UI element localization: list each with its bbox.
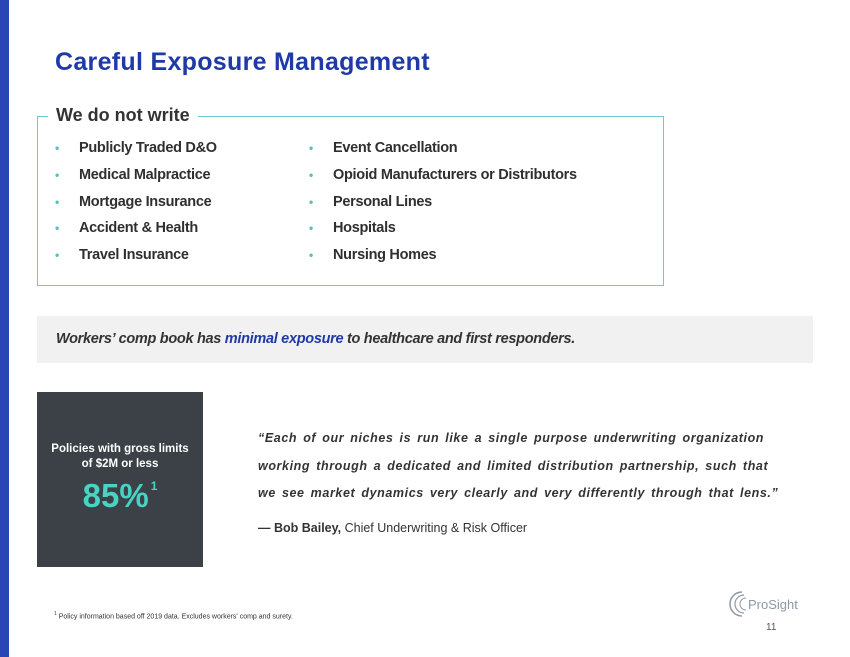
prosight-logo: ProSight [729, 591, 798, 617]
stat-value: 85% 1 [82, 477, 158, 514]
list-item: • Personal Lines [309, 191, 577, 218]
list-item: • Opioid Manufacturers or Distributors [309, 164, 577, 191]
workers-comp-banner: Workers’ comp book has minimal exposure … [37, 316, 813, 363]
stat-footnote-marker: 1 [150, 479, 158, 493]
bullet-icon: • [309, 248, 313, 263]
page-title: Careful Exposure Management [55, 48, 430, 76]
exclusions-left-list: • Publicly Traded D&O • Medical Malpractic… [55, 137, 217, 271]
bullet-icon: • [55, 141, 59, 155]
bullet-icon: • [55, 194, 59, 209]
list-item: • Event Cancellation [309, 137, 577, 164]
bullet-icon: • [309, 221, 313, 236]
list-item: • Publicly Traded D&O [55, 137, 217, 164]
banner-text: Workers’ comp book has minimal exposure … [56, 331, 576, 347]
banner-highlight: minimal exposure [224, 331, 344, 347]
bullet-icon: • [55, 167, 59, 182]
exclusions-box [37, 116, 664, 286]
exclusions-right-list: • Event Cancellation • Opioid Manufacturer… [309, 137, 577, 271]
list-item: • Nursing Homes [309, 244, 577, 271]
list-item: • Accident & Health [55, 217, 217, 244]
stat-label: Policies with gross limits of $2M or les… [51, 443, 189, 470]
quote-attribution: — Bob Bailey, Chief Underwriting & Risk … [258, 521, 528, 535]
exclusions-heading: We do not write [48, 105, 198, 126]
list-item: • Travel Insurance [55, 244, 217, 271]
list-item: • Medical Malpractice [55, 164, 217, 191]
bullet-icon: • [309, 141, 313, 155]
left-accent-bar [0, 0, 9, 657]
list-item: • Mortgage Insurance [55, 191, 217, 218]
footnote: 1 Policy information based off 2019 data… [54, 611, 293, 621]
bullet-icon: • [309, 194, 313, 209]
quote-text: “Each of our niches is run like a single… [258, 431, 779, 500]
bullet-icon: • [55, 248, 59, 263]
bullet-icon: • [55, 221, 59, 236]
bullet-icon: • [309, 167, 313, 182]
svg-text:ProSight: ProSight [748, 597, 798, 612]
list-item: • Hospitals [309, 217, 577, 244]
page-number: 11 [766, 622, 777, 633]
stat-card: Policies with gross limits of $2M or les… [37, 392, 203, 567]
